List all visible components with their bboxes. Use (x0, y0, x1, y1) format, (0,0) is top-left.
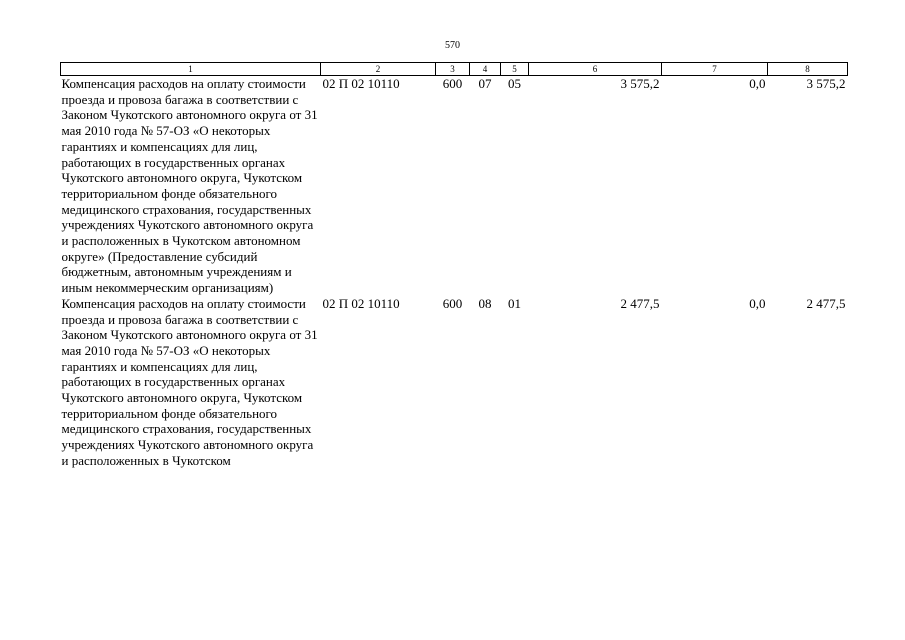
row-description: Компенсация расходов на оплату стоимости… (61, 295, 318, 468)
header-col-6: 6 (528, 62, 662, 76)
row-code: 02 П 02 10110 (322, 295, 400, 311)
row-code: 02 П 02 10110 (322, 76, 400, 91)
budget-table: 1 2 3 4 5 6 7 8 Компенсация расходов на … (60, 62, 848, 469)
row-col7: 0,0 (749, 295, 766, 311)
header-col-5: 5 (500, 62, 529, 76)
row-rz: 07 (478, 76, 492, 91)
row-pr: 05 (508, 76, 521, 91)
row-pr: 01 (508, 295, 521, 311)
row-vr: 600 (442, 76, 463, 91)
row-col8: 3 575,2 (806, 76, 846, 91)
table-row: Компенсация расходов на оплату стоимости… (61, 76, 848, 296)
row-total: 3 575,2 (620, 76, 660, 91)
header-row: 1 2 3 4 5 6 7 8 (60, 62, 848, 76)
header-col-8: 8 (767, 62, 848, 76)
row-vr: 600 (442, 295, 463, 311)
header-col-1: 1 (60, 62, 321, 76)
row-total: 2 477,5 (620, 295, 660, 311)
header-col-4: 4 (469, 62, 501, 76)
header-col-3: 3 (435, 62, 470, 76)
table-row: Компенсация расходов на оплату стоимости… (61, 296, 848, 469)
row-col8: 2 477,5 (806, 295, 846, 311)
header-col-2: 2 (320, 62, 436, 76)
row-description: Компенсация расходов на оплату стоимости… (61, 76, 318, 296)
header-col-7: 7 (661, 62, 768, 76)
row-col7: 0,0 (749, 76, 766, 91)
page-number: 570 (445, 40, 460, 51)
row-rz: 08 (478, 295, 492, 311)
